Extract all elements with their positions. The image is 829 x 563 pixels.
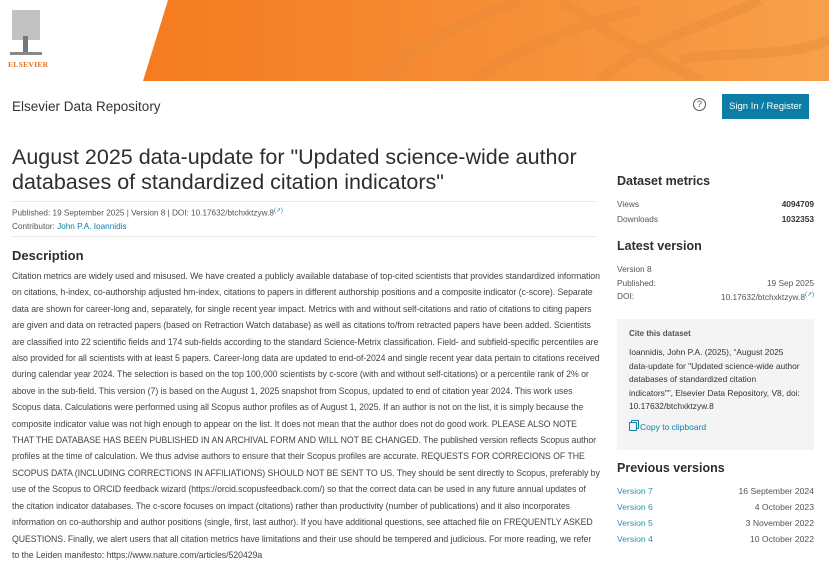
site-name[interactable]: Elsevier Data Repository — [12, 99, 161, 114]
question-circle-icon[interactable]: ? — [693, 98, 706, 111]
views-label: Views — [617, 199, 639, 209]
latest-version-heading: Latest version — [617, 239, 702, 253]
copy-to-clipboard-button[interactable]: Copy to clipboard — [629, 422, 802, 432]
latest-doi-row: DOI: 10.17632/btchxktzyw.8(↗) — [617, 291, 814, 302]
banner-graphic — [143, 0, 829, 81]
copy-label: Copy to clipboard — [640, 421, 707, 432]
version-date: 3 November 2022 — [745, 518, 814, 528]
downloads-label: Downloads — [617, 214, 659, 224]
latest-published-row: Published: 19 Sep 2025 — [617, 278, 814, 288]
version-row: Version 7 16 September 2024 — [617, 486, 814, 496]
version-link[interactable]: Version 5 — [617, 518, 653, 528]
divider — [12, 236, 596, 237]
published-value: 19 Sep 2025 — [766, 278, 814, 288]
previous-versions-heading: Previous versions — [617, 461, 725, 475]
doi-value: 10.17632/btchxktzyw.8 — [721, 291, 805, 302]
contributor-label: Contributor: — [12, 222, 55, 231]
publication-meta: Published: 19 September 2025 | Version 8… — [12, 208, 283, 218]
version-link[interactable]: Version 7 — [617, 486, 653, 496]
version-link[interactable]: Version 6 — [617, 502, 653, 512]
version-row: Version 4 10 October 2022 — [617, 534, 814, 544]
downloads-value: 1032353 — [781, 214, 814, 224]
version-date: 4 October 2023 — [754, 502, 814, 512]
citation-text: Ioannidis, John P.A. (2025), “August 202… — [629, 347, 800, 411]
version-link[interactable]: Version 4 — [617, 534, 653, 544]
views-value: 4094709 — [781, 199, 814, 209]
cite-box: Cite this dataset Ioannidis, John P.A. (… — [617, 319, 814, 450]
divider — [12, 201, 596, 202]
dataset-metrics-heading: Dataset metrics — [617, 174, 711, 188]
contributor-line: Contributor: John P.A. Ioannidis — [12, 222, 127, 231]
version-date: 16 September 2024 — [738, 486, 815, 496]
contributor-link[interactable]: John P.A. Ioannidis — [57, 222, 127, 231]
published-label: Published: — [617, 278, 656, 288]
version-date: 10 October 2022 — [749, 534, 814, 544]
elsevier-logo[interactable]: ELSEVIER — [8, 8, 48, 70]
external-link-icon[interactable]: (↗) — [273, 208, 283, 214]
views-row: Views 4094709 — [617, 199, 814, 209]
description-heading: Description — [12, 248, 84, 263]
latest-version-row: Version 8 — [617, 264, 814, 274]
tree-logo-icon — [10, 10, 42, 55]
header-banner — [0, 0, 829, 81]
version: Version 8 — [131, 208, 166, 218]
latest-version-label: Version 8 — [617, 264, 652, 274]
copy-icon — [629, 422, 637, 431]
logo-text: ELSEVIER — [8, 60, 49, 69]
downloads-row: Downloads 1032353 — [617, 214, 814, 224]
cite-heading: Cite this dataset — [629, 329, 691, 338]
description-text: Citation metrics are widely used and mis… — [12, 271, 600, 560]
version-row: Version 6 4 October 2023 — [617, 502, 814, 512]
doi: DOI: 10.17632/btchxktzyw.8 — [171, 208, 274, 218]
page-title: August 2025 data-update for "Updated sci… — [12, 145, 577, 194]
sign-in-button[interactable]: Sign In / Register — [722, 94, 809, 119]
version-row: Version 5 3 November 2022 — [617, 518, 814, 528]
doi-label: DOI: — [617, 291, 635, 301]
published-date: Published: 19 September 2025 — [12, 208, 125, 218]
external-link-icon[interactable]: (↗) — [804, 292, 814, 298]
